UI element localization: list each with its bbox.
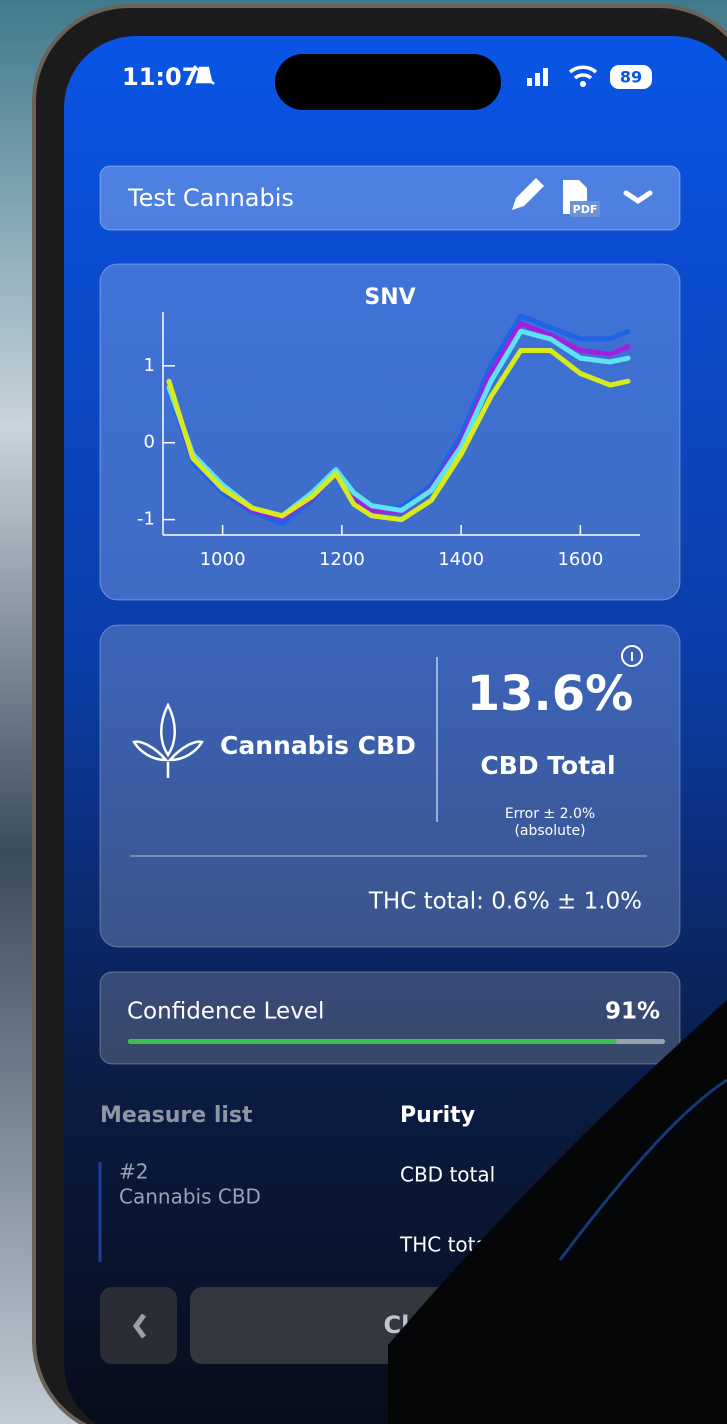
header-title: Test Cannabis xyxy=(127,184,294,212)
result-value: 13.6% xyxy=(467,666,634,722)
y-tick-label: 0 xyxy=(144,432,155,453)
y-tick-label: -1 xyxy=(137,509,155,530)
result-label: CBD Total xyxy=(480,751,615,780)
dynamic-island xyxy=(275,54,501,110)
item-number[interactable]: #2 xyxy=(119,1160,148,1184)
result-error-note: (absolute) xyxy=(514,823,585,839)
thc-total: THC total: 0.6% ± 1.0% xyxy=(368,889,642,915)
chart-title: SNV xyxy=(364,285,415,310)
y-tick-label: 1 xyxy=(144,355,155,376)
x-tick-label: 1000 xyxy=(200,549,246,570)
x-tick-label: 1600 xyxy=(557,549,603,570)
purity-header: Purity xyxy=(400,1103,475,1128)
item-name[interactable]: Cannabis CBD xyxy=(119,1185,261,1209)
confidence-bar xyxy=(128,1039,617,1044)
result-error: Error ± 2.0% xyxy=(505,806,595,822)
wifi-dot xyxy=(580,81,586,87)
screen: 11:07 89 Test Cannabis PDF SNV -1 0 1 1000 1… xyxy=(0,0,727,1424)
x-tick-label: 1400 xyxy=(438,549,484,570)
x-tick-label: 1200 xyxy=(319,549,365,570)
purity-row: CBD total xyxy=(400,1163,495,1187)
battery-level: 89 xyxy=(620,68,642,87)
measure-list-title: Measure list xyxy=(100,1103,253,1128)
product-name: Cannabis CBD xyxy=(220,731,416,760)
status-time: 11:07 xyxy=(122,63,198,91)
confidence-value: 91% xyxy=(605,999,660,1025)
confidence-label: Confidence Level xyxy=(127,999,324,1025)
pdf-label: PDF xyxy=(573,203,598,216)
